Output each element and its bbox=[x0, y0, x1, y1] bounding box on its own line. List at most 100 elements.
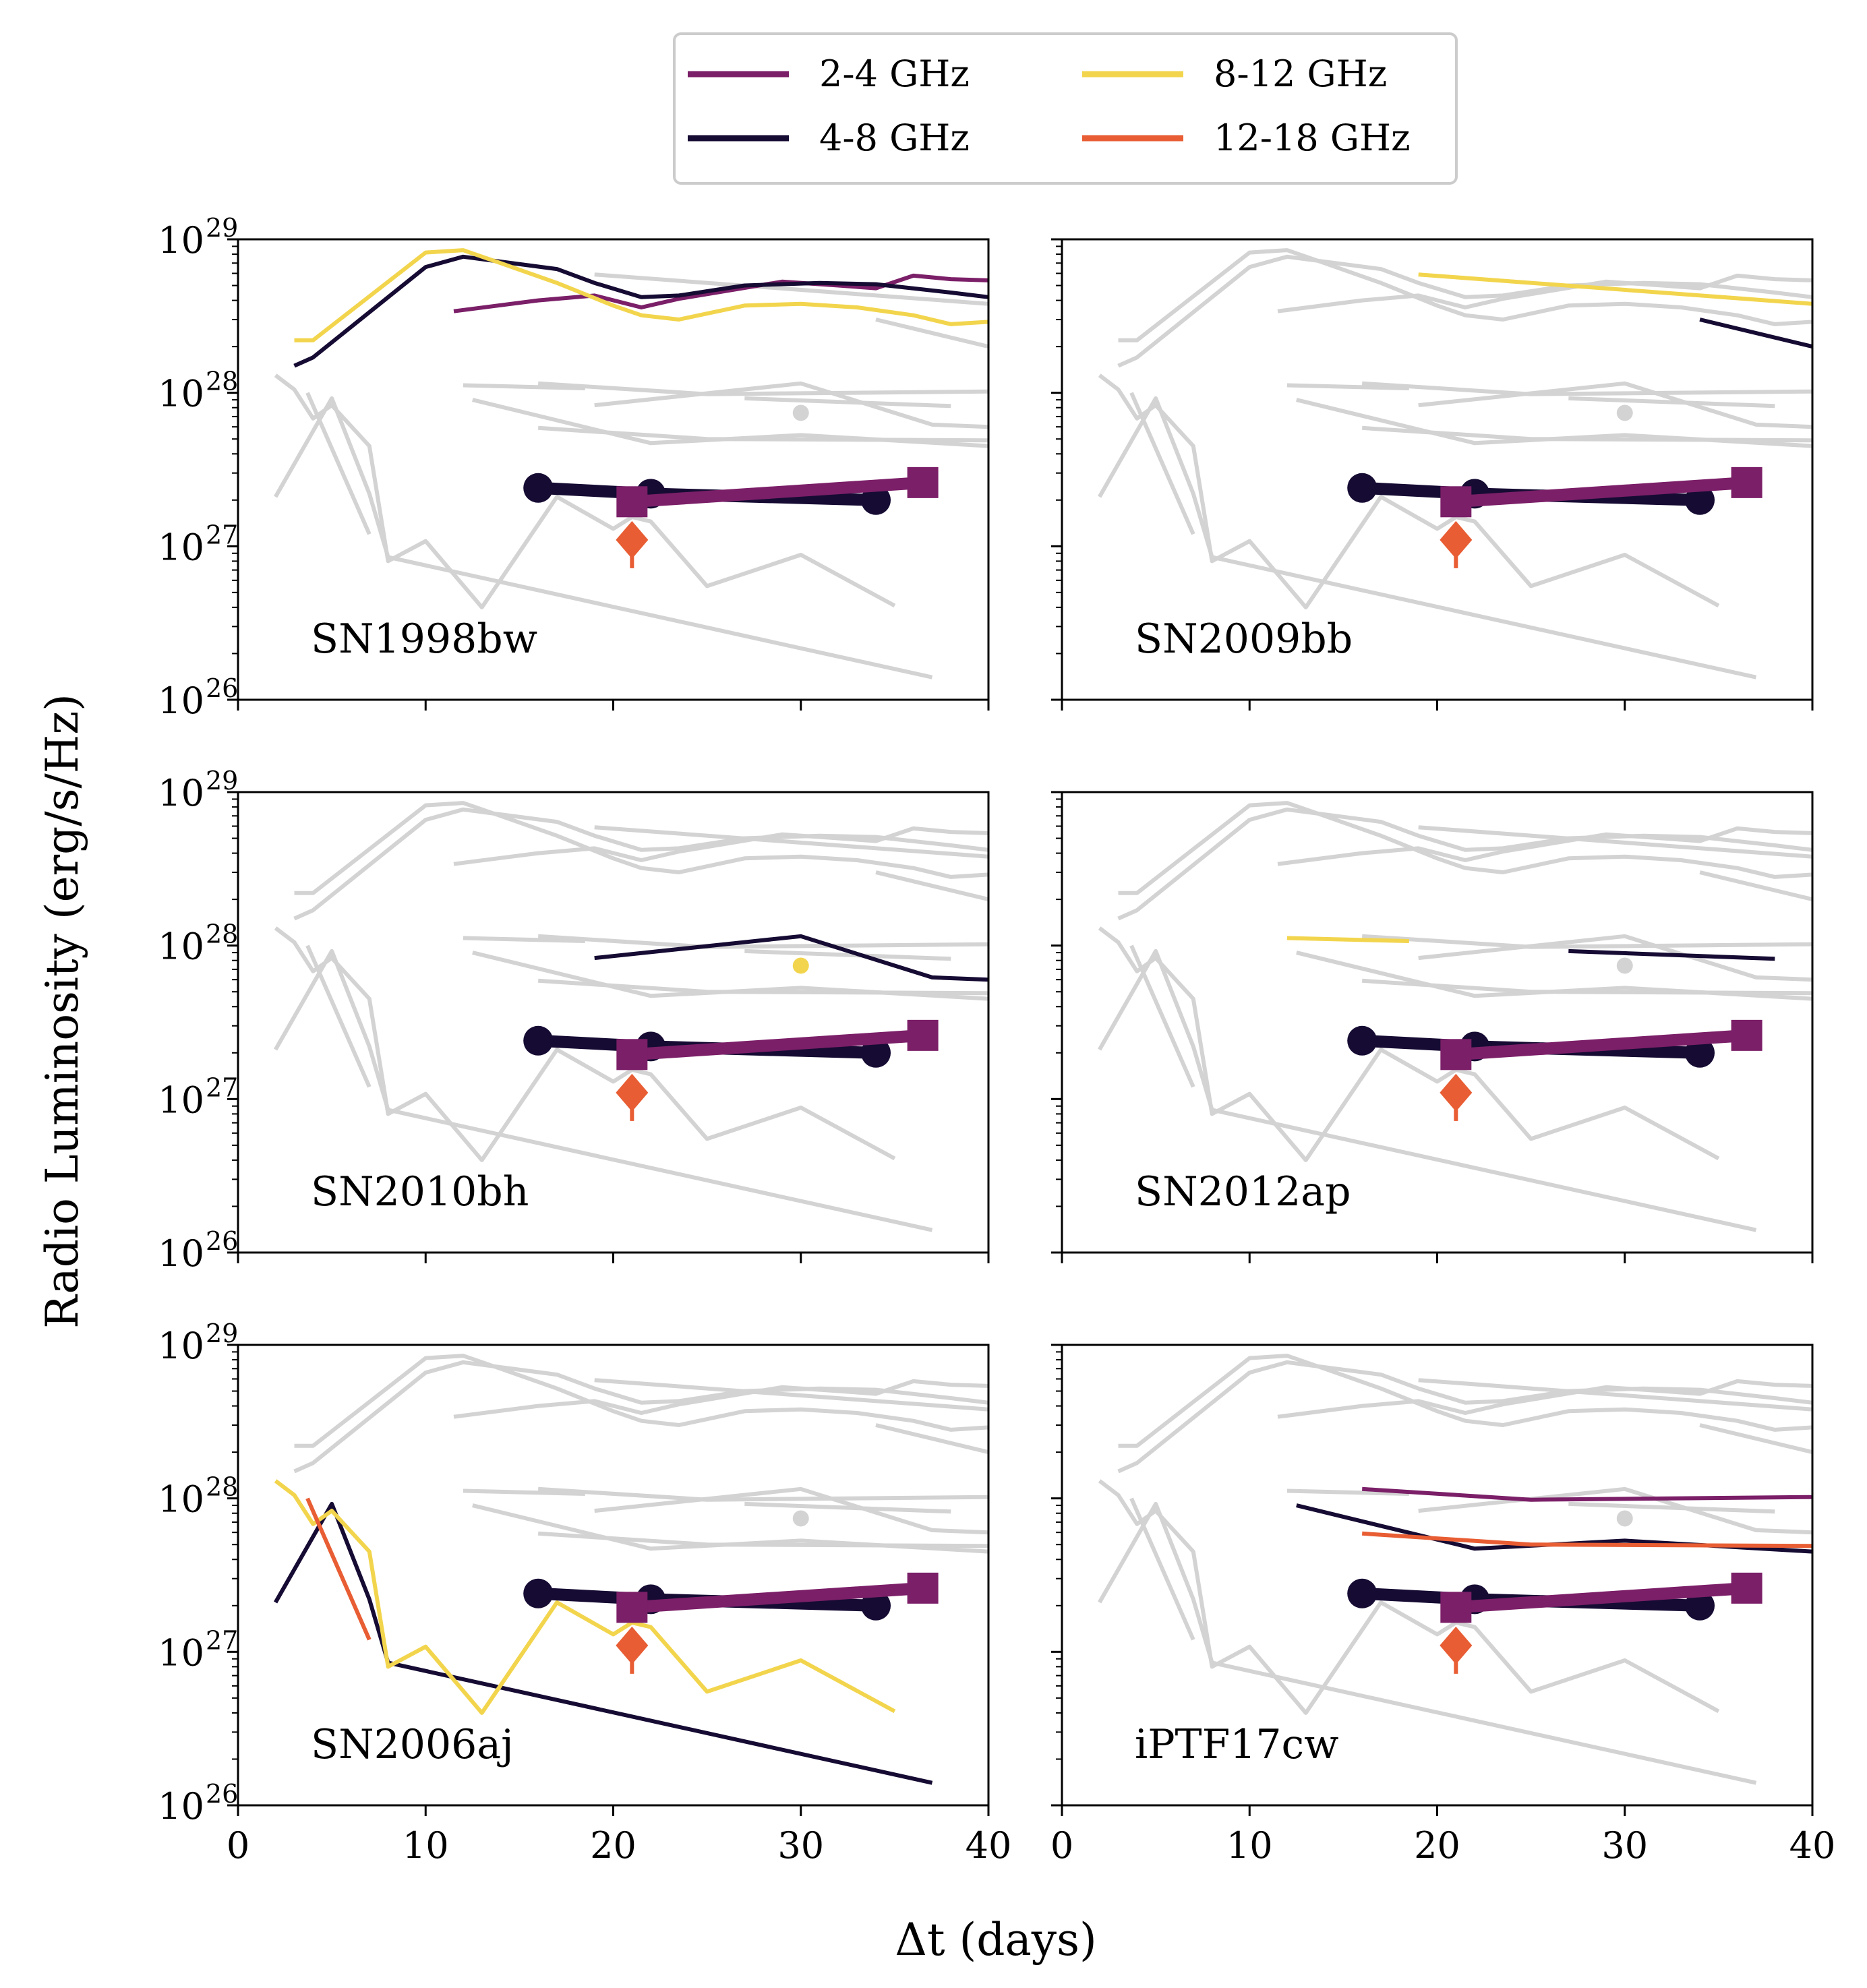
series-line-12-18ghz bbox=[1362, 1531, 1812, 1548]
y-tick-label: 10 bbox=[158, 772, 204, 814]
x-tick-label: 10 bbox=[403, 1824, 449, 1867]
legend-label-12-18: 12-18 GHz bbox=[1214, 117, 1411, 159]
y-tick-label: 10 bbox=[158, 526, 204, 568]
panel-label: SN2006aj bbox=[311, 1721, 514, 1768]
bg-line-sn1998bw bbox=[294, 1354, 988, 1448]
bg-line-iptf17cw bbox=[538, 1531, 988, 1548]
y-tick-exponent: 27 bbox=[206, 1625, 238, 1655]
panel-frame bbox=[1061, 238, 1814, 701]
panel-label: SN1998bw bbox=[311, 615, 537, 663]
target-square-marker bbox=[616, 1039, 648, 1071]
y-tick-label: 10 bbox=[158, 680, 204, 722]
target-diamond-marker bbox=[1440, 1073, 1473, 1112]
x-tick-label: 0 bbox=[227, 1824, 249, 1867]
panel-iptf17cw: 0 10 20 30 40 iPTF17cw bbox=[1050, 1344, 1835, 1867]
bg-line-sn2009bb bbox=[594, 1378, 988, 1412]
y-tick-exponent: 29 bbox=[206, 1319, 238, 1348]
target-circle-marker bbox=[861, 1037, 891, 1068]
bg-line-sn2006aj bbox=[305, 392, 372, 535]
bg-line-sn1998bw bbox=[293, 1360, 988, 1474]
bg-line-iptf17cw bbox=[538, 425, 988, 443]
y-tick-exponent: 28 bbox=[206, 367, 238, 396]
bg-line-sn2012ap bbox=[744, 948, 951, 961]
bg-line-sn2009bb bbox=[1699, 870, 1812, 902]
y-tick-exponent: 26 bbox=[206, 1226, 238, 1256]
x-tick-label: 40 bbox=[966, 1824, 1012, 1867]
y-tick-label: 10 bbox=[158, 373, 204, 415]
bg-point bbox=[1616, 957, 1633, 974]
series-line-4-8ghz bbox=[1699, 318, 1812, 349]
target-line bbox=[1455, 476, 1748, 508]
panel-frame bbox=[237, 238, 990, 701]
bg-line-sn1998bw bbox=[1118, 248, 1812, 342]
bg-line-sn2012ap bbox=[1286, 1488, 1409, 1496]
bg-line-sn2009bb bbox=[875, 318, 988, 349]
bg-line-iptf17cw bbox=[1362, 934, 1812, 949]
target-circle-marker bbox=[523, 473, 554, 503]
target-square-marker bbox=[1731, 466, 1762, 498]
bg-line-sn2012ap bbox=[463, 383, 585, 390]
target-circle-marker bbox=[1347, 473, 1377, 503]
bg-line-sn1998bw bbox=[1277, 273, 1812, 313]
x-tick-label: 10 bbox=[1226, 1824, 1273, 1867]
series-line-8-12ghz bbox=[294, 248, 988, 342]
bg-line-sn1998bw bbox=[453, 1379, 988, 1419]
target-circle-marker bbox=[1685, 485, 1715, 515]
panel-frame bbox=[1061, 1344, 1814, 1807]
bg-line-sn2006aj bbox=[1098, 1479, 1720, 1715]
panel-frame bbox=[1061, 791, 1814, 1254]
bg-line-sn2006aj bbox=[274, 926, 896, 1162]
bg-line-sn2006aj bbox=[1129, 1497, 1195, 1641]
panel-frame bbox=[237, 1344, 990, 1807]
target-diamond-marker bbox=[616, 1073, 649, 1112]
legend: 2-4 GHz 4-8 GHz 8-12 GHz 12-18 GHz bbox=[673, 32, 1458, 185]
y-tick-exponent: 26 bbox=[206, 1779, 238, 1809]
plot-area bbox=[1098, 801, 1812, 1232]
bg-line-iptf17cw bbox=[1362, 978, 1812, 996]
target-circle-marker bbox=[861, 1590, 891, 1621]
series-line-8-12ghz bbox=[1418, 272, 1812, 306]
target-square-marker bbox=[616, 486, 648, 518]
bg-line-sn2009bb bbox=[875, 1423, 988, 1455]
x-tick-label: 20 bbox=[590, 1824, 636, 1867]
y-axis-title: Radio Luminosity (erg/s/Hz) bbox=[36, 694, 88, 1329]
bg-line-sn1998bw bbox=[1277, 826, 1812, 866]
bg-line-sn2012ap bbox=[744, 1501, 951, 1514]
target-circle-marker bbox=[1347, 1025, 1377, 1056]
x-tick-label: 30 bbox=[1601, 1824, 1648, 1867]
panel-sn2009bb: SN2009bb bbox=[1051, 238, 1814, 711]
bg-line-iptf17cw bbox=[1362, 425, 1812, 443]
y-tick-exponent: 28 bbox=[206, 1472, 238, 1502]
bg-line-sn2012ap bbox=[744, 396, 951, 409]
target-circle-marker bbox=[861, 485, 891, 515]
bg-line-sn2006aj bbox=[273, 396, 933, 680]
target-square-marker bbox=[1731, 1572, 1762, 1604]
bg-line-sn2009bb bbox=[1418, 1378, 1812, 1412]
y-tick-exponent: 29 bbox=[206, 213, 238, 243]
y-tick-label: 10 bbox=[158, 1631, 204, 1674]
plot-area bbox=[273, 1354, 988, 1785]
panel-label: iPTF17cw bbox=[1135, 1721, 1339, 1768]
bg-line-sn2006aj bbox=[274, 373, 896, 609]
bg-line-sn2009bb bbox=[1418, 825, 1812, 859]
bg-line-sn2012ap bbox=[1568, 1501, 1775, 1514]
bg-line-iptf17cw bbox=[538, 978, 988, 996]
x-tick-label: 20 bbox=[1414, 1824, 1460, 1867]
series-line-2-4ghz bbox=[453, 273, 988, 313]
bg-line-sn2006aj bbox=[1098, 1501, 1757, 1785]
series-line-8-12ghz bbox=[1286, 936, 1409, 943]
panel-frame bbox=[237, 791, 990, 1254]
panel-label: SN2010bh bbox=[311, 1168, 529, 1215]
series-line-2-4ghz bbox=[1362, 1486, 1812, 1502]
target-square-marker bbox=[1440, 486, 1472, 518]
bg-line-sn2009bb bbox=[1699, 1423, 1812, 1455]
target-circle-marker bbox=[523, 1578, 554, 1608]
bg-line-sn2006aj bbox=[1129, 392, 1195, 535]
series-line-4-8ghz bbox=[273, 1501, 933, 1785]
bg-line-sn1998bw bbox=[294, 801, 988, 895]
target-diamond-marker bbox=[616, 520, 649, 559]
y-tick-label: 10 bbox=[158, 219, 204, 262]
bg-line-sn1998bw bbox=[1117, 807, 1812, 921]
